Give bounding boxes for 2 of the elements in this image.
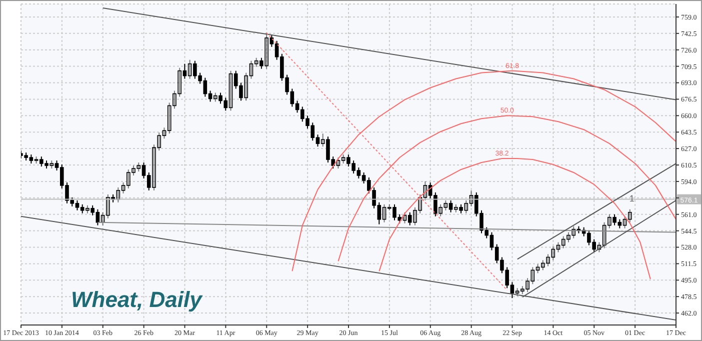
annotation: 1 [629,193,634,204]
text: Wheat, Daily [71,287,202,313]
